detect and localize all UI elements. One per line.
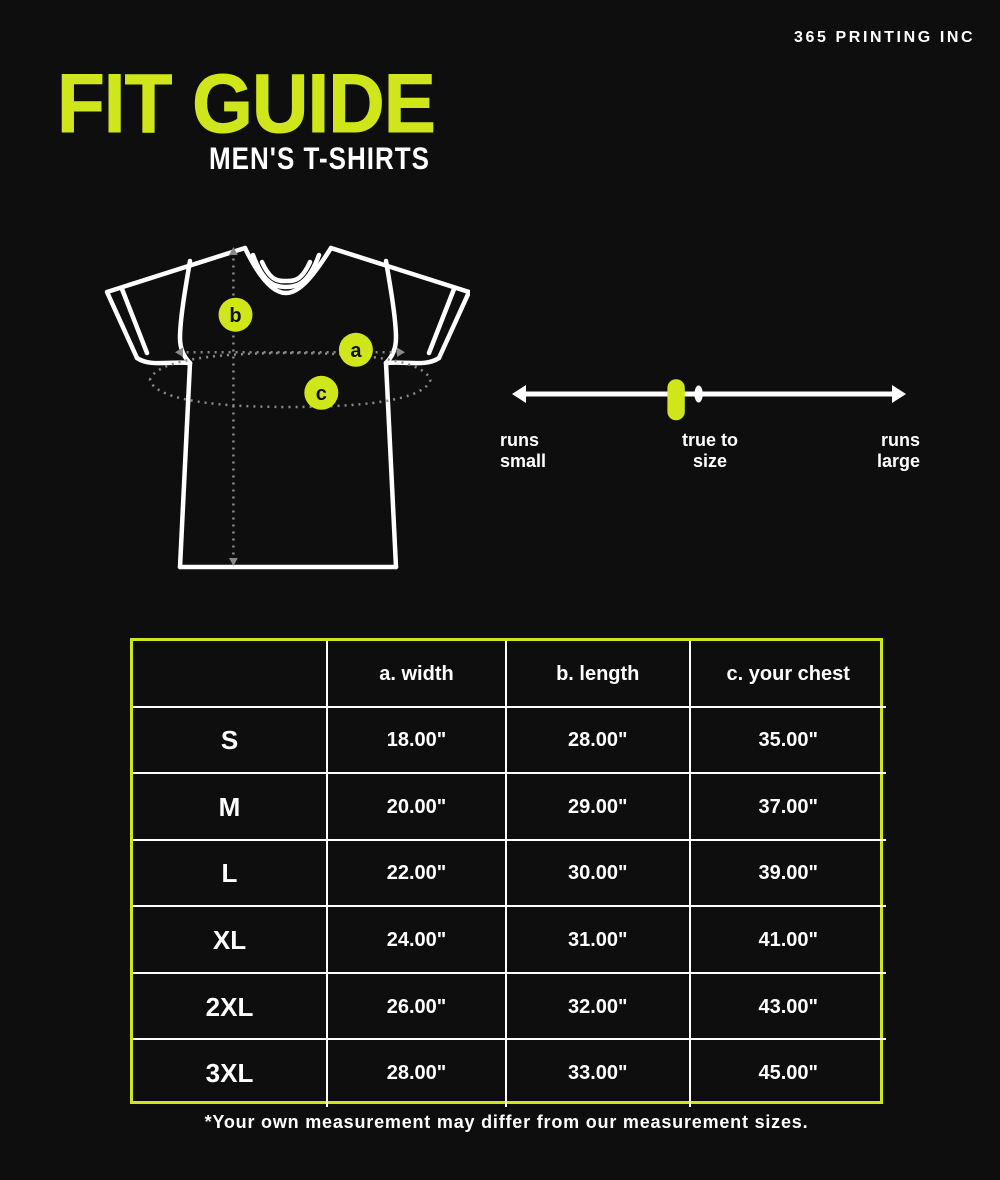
svg-text:a: a — [350, 340, 362, 362]
svg-text:c: c — [316, 383, 327, 405]
svg-text:b: b — [229, 305, 241, 327]
